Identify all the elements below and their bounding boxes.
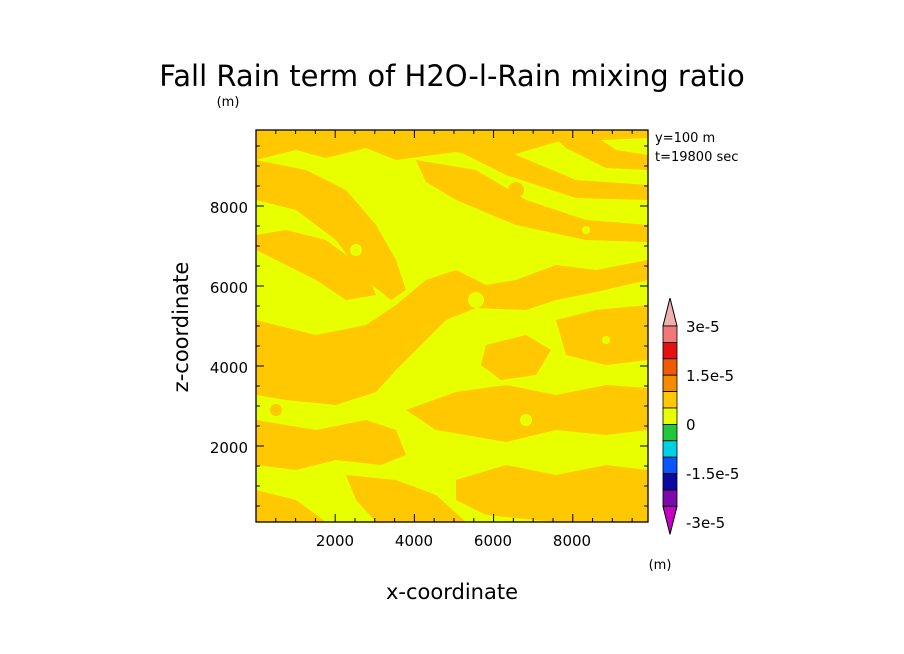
colorbar-label: -1.5e-5 [686,465,739,483]
contour-speckle [350,244,362,256]
contour-band [456,465,648,522]
y-axis-label: z-coordinate [169,262,193,393]
colorbar-extend-bottom [662,505,678,535]
x-axis: 2000 4000 6000 8000 x-coordinate [316,532,591,604]
colorbar-label: 0 [686,416,696,434]
axis-ticks [256,130,648,522]
contour-speckle [312,176,320,184]
colorbar-swatch [662,407,678,425]
contour-band [256,420,406,470]
colorbar-swatch [662,489,678,507]
contour-band [256,230,376,300]
contour-band [556,305,648,365]
colorbar-swatch [662,391,678,409]
colorbar-swatch [662,473,678,491]
x-axis-label: x-coordinate [386,580,518,604]
contour-speckle [572,491,580,499]
colorbar-swatch [662,374,678,393]
colorbar: 3e-5 1.5e-5 0 -1.5e-5 -3e-5 (m) [649,297,739,573]
y-tick-label: 8000 [210,199,248,217]
colorbar-swatch [662,423,678,442]
contour-band [481,335,551,380]
y-axis: 2000 4000 6000 8000 z-coordinate [169,199,248,457]
colorbar-swatch [662,440,678,458]
colorbar-label: 3e-5 [686,318,720,336]
colorbar-label: -3e-5 [686,514,725,532]
contour-band [256,260,648,405]
colorbar-extend-top [662,297,678,327]
contour-speckle [398,492,414,508]
colorbar-swatch [662,325,678,343]
contour-band [256,160,406,300]
y-tick-label: 2000 [210,439,248,457]
colorbar-unit: (m) [649,558,672,573]
colorbar-swatch [662,456,678,475]
contour-band [256,490,326,522]
contour-band [546,130,648,170]
field-contours [256,130,648,522]
contour-speckle [468,292,484,308]
x-tick-label: 2000 [316,532,354,550]
y-tick-label: 4000 [210,359,248,377]
contour-speckle [270,404,282,416]
contour-band [436,130,648,200]
colorbar-label: 1.5e-5 [686,367,734,385]
x-tick-label: 8000 [553,532,591,550]
plot-area [255,129,649,523]
contour-speckle [428,442,444,458]
colorbar-swatch [662,341,678,360]
annotation-t: t=19800 sec [655,150,738,165]
x-tick-label: 4000 [395,532,433,550]
contour-band [406,385,648,442]
contour-speckle [582,226,590,234]
annotation-y: y=100 m [655,131,715,146]
colorbar-swatch [662,358,678,376]
y-tick-label: 6000 [210,279,248,297]
x-tick-label: 6000 [474,532,512,550]
contour-band [416,160,648,242]
contour-speckle [508,182,524,198]
chart-title: Fall Rain term of H2O-l-Rain mixing rati… [159,59,745,93]
title-unit: (m) [217,95,240,110]
contour-speckle [310,354,322,366]
contour-speckle [602,336,610,344]
contour-speckle [520,414,532,426]
colorbar-swatches [662,297,678,535]
